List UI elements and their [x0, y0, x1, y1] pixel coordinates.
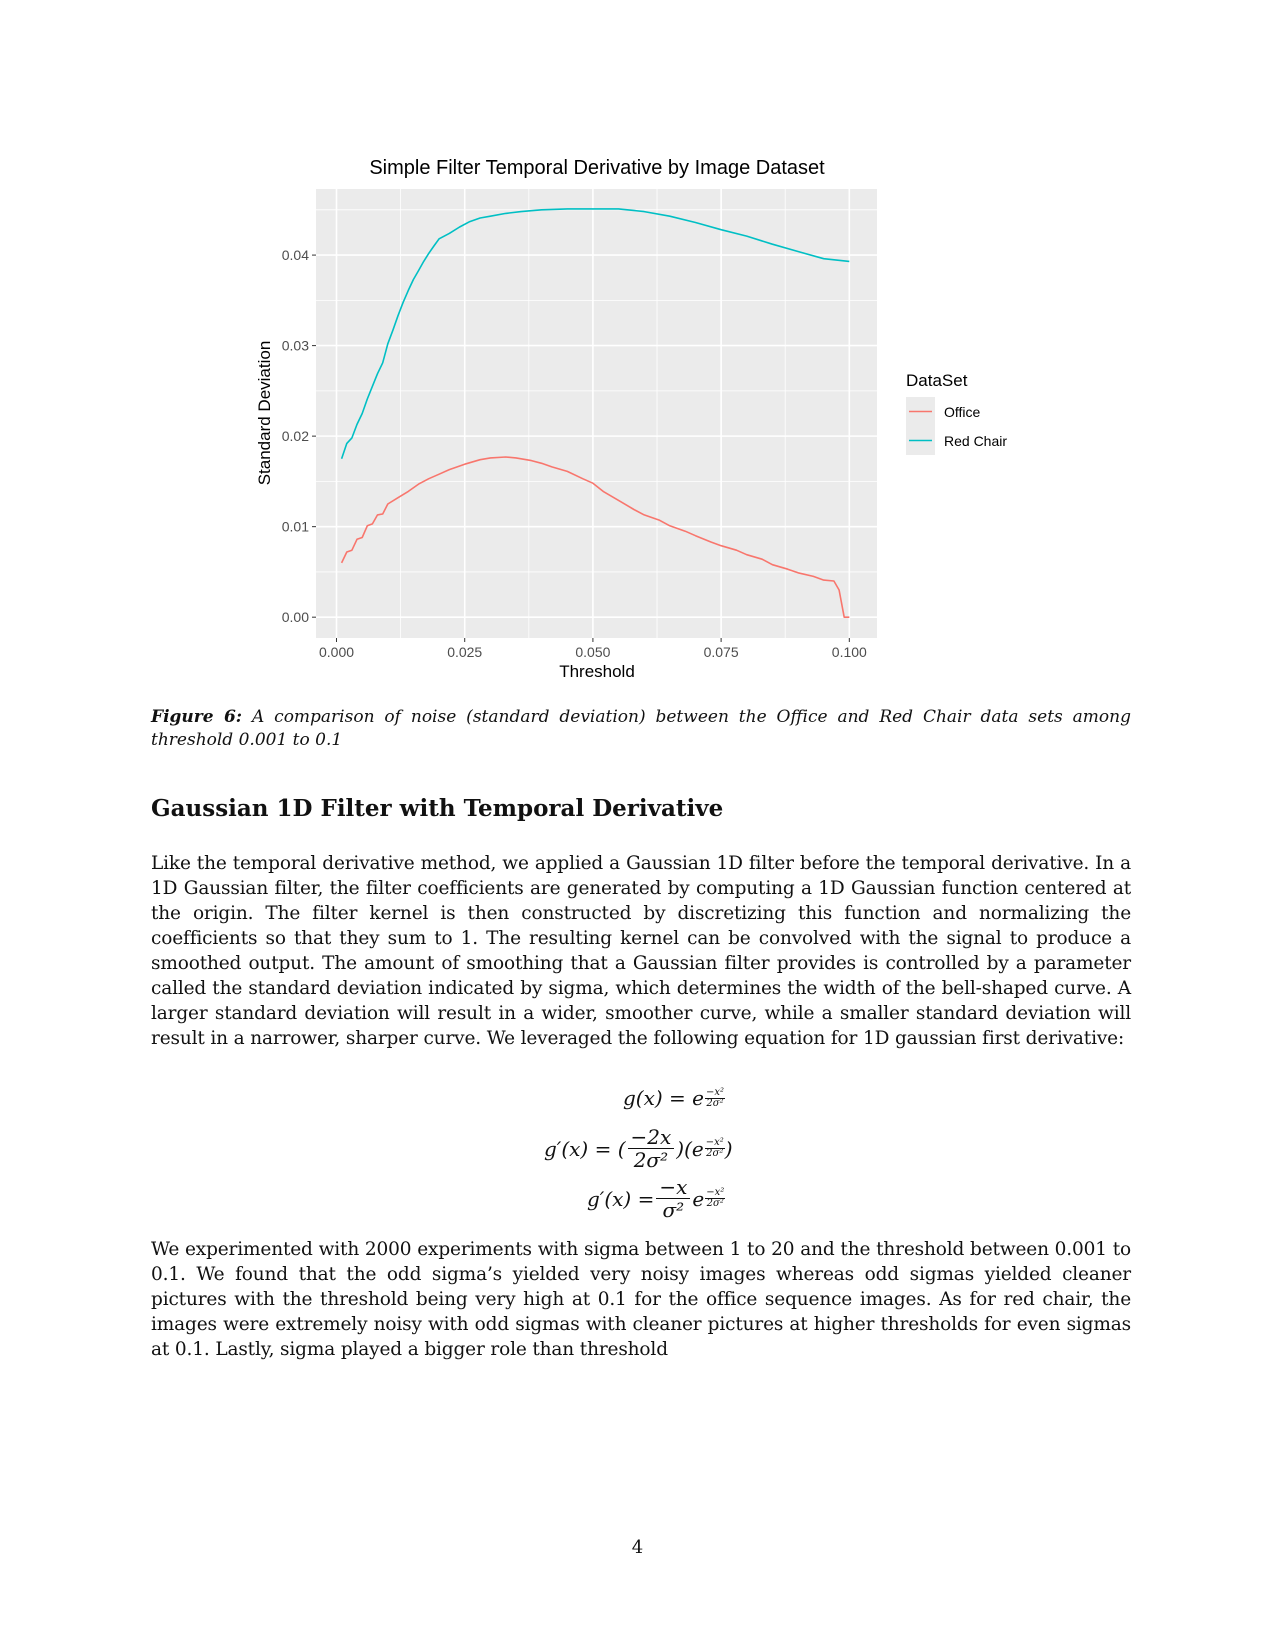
y-tick-label: 0.01 [282, 519, 309, 535]
y-axis-label: Standard Deviation [255, 341, 274, 486]
legend-label: Red Chair [944, 433, 1007, 449]
body-paragraph-1: Like the temporal derivative method, we … [151, 853, 1131, 1049]
legend-title: DataSet [906, 371, 968, 390]
y-tick-label: 0.02 [282, 428, 309, 444]
y-axis: 0.00 0.01 0.02 0.03 0.04 [282, 247, 316, 625]
y-tick-label: 0.00 [282, 609, 309, 625]
x-tick-label: 0.100 [832, 644, 867, 660]
figure-caption: Figure 6: A comparison of noise (standar… [151, 706, 1131, 752]
legend-label: Office [944, 404, 981, 420]
x-tick-label: 0.000 [319, 644, 354, 660]
caption-text: A comparison of noise (standard deviatio… [151, 707, 1131, 750]
plot-panel [316, 189, 877, 638]
x-tick-label: 0.075 [704, 644, 739, 660]
equation-1: g(x) = e −x² 2σ² [623, 1086, 726, 1110]
legend: DataSet Office Red Chair [906, 371, 1007, 455]
x-axis: 0.000 0.025 0.050 0.075 0.100 [319, 638, 867, 660]
y-tick-label: 0.04 [282, 247, 309, 263]
figure-chart: Simple Filter Temporal Derivative by Ima… [255, 157, 1007, 681]
caption-label: Figure 6: [151, 707, 243, 727]
x-tick-label: 0.025 [447, 644, 482, 660]
grid [316, 189, 877, 638]
page-number: 4 [631, 1537, 644, 1558]
series-line-office [340, 456, 850, 619]
body-paragraph-2: We experimented with 2000 experiments wi… [151, 1239, 1131, 1360]
x-tick-label: 0.050 [575, 644, 610, 660]
series-lines [340, 208, 850, 619]
equation-2: g′(x) = ( −2x 2σ² )(e −x² 2σ² ) [544, 1125, 733, 1172]
chart-title: Simple Filter Temporal Derivative by Ima… [369, 157, 825, 179]
series-line-red-chair [340, 208, 850, 460]
equation-3: g′(x) = −x σ² e −x² 2σ² [587, 1175, 726, 1222]
y-tick-label: 0.03 [282, 338, 309, 354]
section-heading: Gaussian 1D Filter with Temporal Derivat… [151, 795, 724, 822]
x-axis-label: Threshold [559, 662, 635, 681]
